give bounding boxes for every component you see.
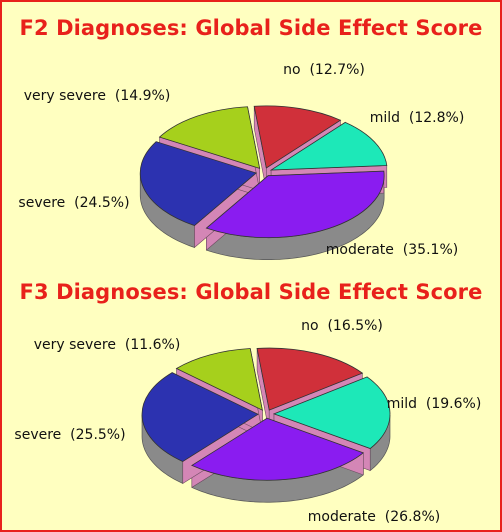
pie-slice-no xyxy=(253,105,342,169)
pie-slice-no xyxy=(256,347,364,411)
pie-chart-f2: F2 Diagnoses: Global Side Effect Score n… xyxy=(2,2,500,266)
chart-title-f3: F3 Diagnoses: Global Side Effect Score xyxy=(19,280,483,304)
slice-label-mild: mild (12.8%) xyxy=(370,110,465,126)
pie-slice-moderate xyxy=(190,417,365,481)
slice-label-no: no (16.5%) xyxy=(301,318,383,334)
slice-label-moderate: moderate (35.1%) xyxy=(326,242,458,258)
slice-label-mild: mild (19.6%) xyxy=(387,396,482,412)
slice-label-very-severe: very severe (11.6%) xyxy=(34,337,181,353)
slice-label-very-severe: very severe (14.9%) xyxy=(24,88,171,104)
slice-label-moderate: moderate (26.8%) xyxy=(308,509,440,525)
slice-label-severe: severe (25.5%) xyxy=(14,427,125,443)
pie-chart-f3: F3 Diagnoses: Global Side Effect Score n… xyxy=(2,268,500,532)
pie-slice-severe xyxy=(139,141,258,226)
pie-slice-mild xyxy=(272,376,391,449)
pie-slice-mild xyxy=(269,121,388,171)
pie-svg-f3: no (16.5%) mild (19.6%) moderate (26.8%) se… xyxy=(14,318,482,525)
pie-slice-moderate xyxy=(205,170,385,239)
pie-slice-very-severe xyxy=(158,106,261,169)
pie-svg-f2: no (12.7%) mild (12.8%) moderate (35.1%) se… xyxy=(18,62,465,261)
pie-slice-severe xyxy=(141,372,259,462)
chart-title-f2: F2 Diagnoses: Global Side Effect Score xyxy=(19,16,483,40)
slice-label-severe: severe (24.5%) xyxy=(18,195,129,211)
slice-label-no: no (12.7%) xyxy=(283,62,365,78)
pie-slice-very-severe xyxy=(175,348,263,411)
